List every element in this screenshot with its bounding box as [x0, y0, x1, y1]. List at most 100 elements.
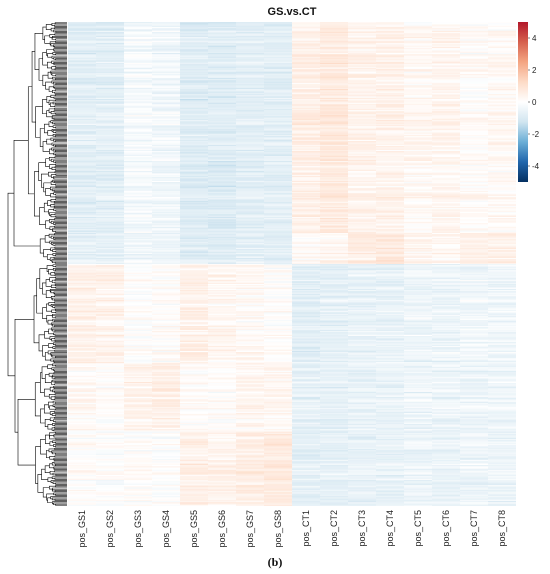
heatmap-cell	[208, 266, 237, 269]
heatmap-cell	[208, 293, 237, 296]
heatmap-cell	[488, 306, 516, 308]
heatmap-cell	[432, 221, 461, 224]
heatmap-cell	[348, 80, 377, 82]
heatmap-cell	[376, 81, 405, 84]
heatmap-cell	[264, 86, 293, 89]
heatmap-cell	[68, 57, 97, 60]
dendrogram-branch	[55, 452, 67, 455]
heatmap-cell	[96, 369, 125, 372]
heatmap-cell	[236, 193, 265, 195]
heatmap-cell	[404, 23, 433, 25]
heatmap-cell	[320, 259, 349, 261]
heatmap-cell	[180, 151, 209, 153]
heatmap-cell	[96, 313, 125, 316]
heatmap-cell	[460, 90, 489, 92]
heatmap-cell	[488, 329, 516, 332]
heatmap-cell	[348, 304, 377, 307]
heatmap-cell	[124, 125, 153, 127]
heatmap-cell	[180, 199, 209, 202]
heatmap-cell	[68, 144, 97, 147]
heatmap-cell	[96, 203, 125, 205]
heatmap-cell	[208, 51, 237, 54]
heatmap-cell	[68, 120, 97, 122]
heatmap-cell	[432, 307, 461, 309]
heatmap-cell	[264, 122, 293, 125]
heatmap-cell	[348, 110, 377, 112]
heatmap-cell	[124, 170, 153, 173]
heatmap-cell	[376, 103, 405, 106]
heatmap-cell	[404, 38, 433, 40]
heatmap-cell	[348, 204, 377, 206]
heatmap-cell	[152, 138, 181, 141]
heatmap-cell	[152, 295, 181, 297]
heatmap-cell	[68, 312, 97, 314]
heatmap-cell	[264, 234, 293, 236]
heatmap-cell	[376, 102, 405, 105]
heatmap-cell	[152, 133, 181, 136]
heatmap-cell	[348, 195, 377, 198]
heatmap-cell	[432, 89, 461, 91]
heatmap-cell	[124, 369, 153, 372]
heatmap-cell	[376, 160, 405, 163]
heatmap-cell	[432, 143, 461, 146]
heatmap-cell	[432, 156, 461, 158]
heatmap-cell	[404, 255, 433, 257]
heatmap-cell	[124, 127, 153, 130]
heatmap-cell	[124, 35, 153, 38]
heatmap-cell	[208, 152, 237, 154]
heatmap-cell	[208, 138, 237, 141]
heatmap-cell	[292, 237, 321, 240]
heatmap-cell	[292, 190, 321, 193]
heatmap-cell	[236, 203, 265, 205]
heatmap-cell	[376, 292, 405, 295]
heatmap-cell	[264, 29, 293, 31]
heatmap-cell	[180, 254, 209, 256]
heatmap-cell	[320, 128, 349, 131]
heatmap-cell	[376, 153, 405, 156]
heatmap-cell	[376, 165, 405, 168]
heatmap-cell	[68, 364, 97, 367]
heatmap-cell	[488, 65, 516, 67]
heatmap-cell	[152, 376, 181, 379]
heatmap-cell	[488, 307, 516, 309]
heatmap-cell	[68, 304, 97, 307]
heatmap-cell	[320, 95, 349, 97]
heatmap-cell	[96, 358, 125, 360]
heatmap-cell	[180, 162, 209, 164]
heatmap-cell	[180, 90, 209, 92]
heatmap-cell	[236, 270, 265, 272]
heatmap-cell	[488, 256, 516, 259]
heatmap-cell	[236, 117, 265, 120]
heatmap-cell	[488, 177, 516, 179]
heatmap-cell	[208, 301, 237, 303]
heatmap-cell	[404, 314, 433, 317]
heatmap-cell	[348, 115, 377, 117]
heatmap-cell	[236, 234, 265, 236]
heatmap-cell	[488, 195, 516, 198]
heatmap-cell	[68, 22, 97, 24]
heatmap-cell	[460, 174, 489, 177]
heatmap-cell	[96, 332, 125, 334]
dendrogram-branch	[46, 49, 54, 56]
heatmap-cell	[376, 246, 405, 249]
heatmap-cell	[180, 262, 209, 265]
heatmap-cell	[124, 255, 153, 257]
heatmap-cell	[348, 113, 377, 116]
heatmap-cell	[208, 339, 237, 342]
heatmap-cell	[320, 216, 349, 219]
heatmap-cell	[292, 159, 321, 162]
heatmap-cell	[460, 64, 489, 66]
heatmap-cell	[404, 31, 433, 34]
heatmap-cell	[208, 64, 237, 66]
heatmap-cell	[124, 378, 153, 380]
heatmap-cell	[348, 103, 377, 106]
heatmap-cell	[264, 360, 293, 363]
heatmap-cell	[488, 370, 516, 373]
heatmap-cell	[320, 60, 349, 63]
heatmap-cell	[152, 46, 181, 49]
heatmap-cell	[348, 151, 377, 153]
heatmap-cell	[432, 164, 461, 167]
dendrogram-branch	[54, 27, 67, 30]
heatmap-cell	[432, 196, 461, 199]
heatmap-cell	[432, 286, 461, 288]
